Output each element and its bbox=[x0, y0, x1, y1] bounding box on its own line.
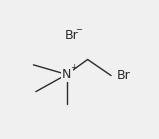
Text: N: N bbox=[62, 68, 71, 81]
Text: +: + bbox=[70, 63, 77, 72]
Text: −: − bbox=[75, 26, 82, 35]
Text: Br: Br bbox=[65, 29, 79, 42]
Text: Br: Br bbox=[117, 69, 131, 82]
